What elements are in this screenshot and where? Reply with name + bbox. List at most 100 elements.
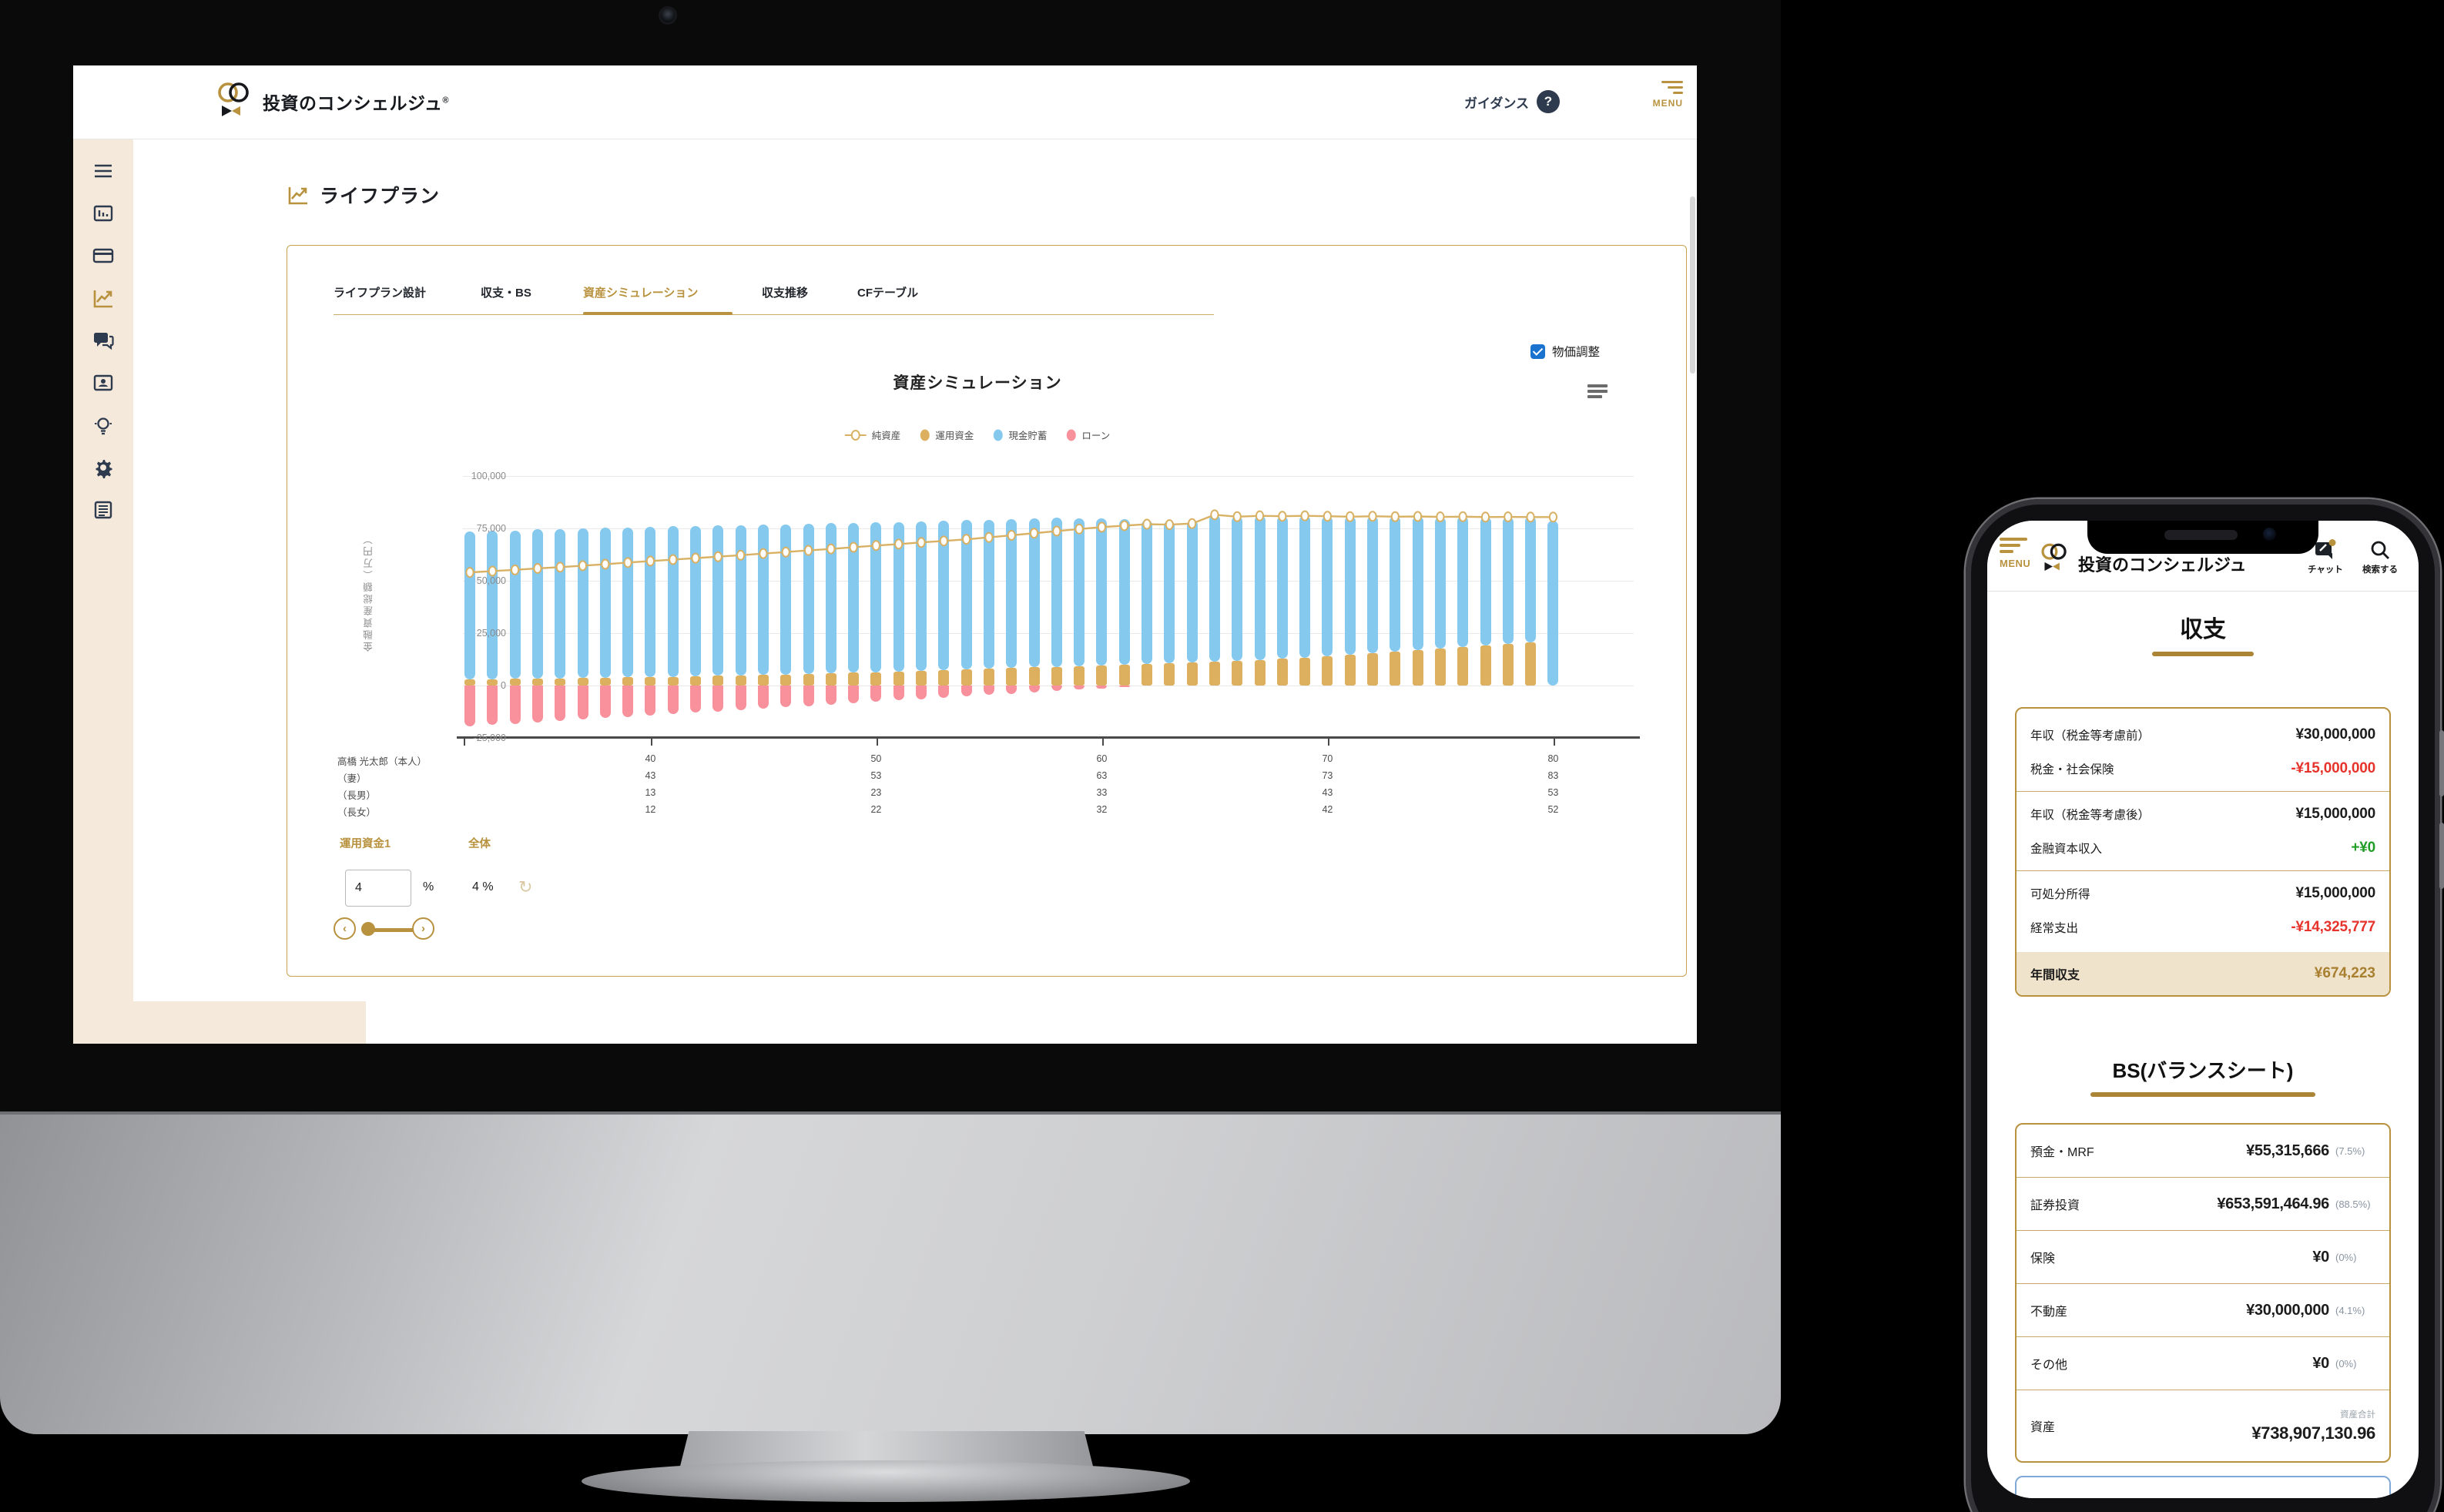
legend-item-純資産[interactable]: 純資産 — [844, 427, 900, 442]
legend-item-運用資金[interactable]: 運用資金 — [919, 427, 974, 442]
sidebar-item-chat[interactable] — [92, 329, 115, 352]
fund-bar — [690, 676, 701, 686]
fund-rate-tab[interactable]: 運用資金1 — [340, 838, 391, 850]
slider-decrease-button[interactable]: ‹ — [334, 917, 356, 940]
balance-row-label: その他 — [2030, 1359, 2068, 1372]
loan-bar — [848, 686, 860, 703]
loan-bar — [487, 686, 498, 726]
legend-item-ローン[interactable]: ローン — [1065, 427, 1110, 442]
row-divider — [2017, 1177, 2389, 1178]
y-tick-label: 25,000 — [476, 628, 506, 639]
phone-screen: MENU 投資のコンシェルジュ — [1987, 521, 2419, 1498]
fund-bar — [893, 671, 904, 686]
balance-row: 保険 ¥0 (0%) — [2017, 1231, 2389, 1283]
menu-label: MENU — [1652, 98, 1683, 109]
guidance-button[interactable]: ガイダンス ? — [1464, 90, 1560, 113]
balance-row-value: ¥0 — [2312, 1248, 2329, 1266]
sidebar-item-line-chart[interactable] — [92, 287, 115, 310]
loan-bar — [870, 686, 882, 702]
sidebar-item-hamburger[interactable] — [92, 159, 115, 183]
age-value: 52 — [1547, 804, 1559, 815]
income-row: 税金・社会保険 -¥15,000,000 — [2017, 752, 2389, 786]
help-icon[interactable]: ? — [1536, 90, 1560, 113]
fund-bar — [1525, 642, 1537, 686]
fund-bar — [1299, 657, 1311, 686]
cash-bar — [1186, 519, 1198, 663]
series-marker-icon — [1066, 429, 1076, 441]
slider-increase-button[interactable]: › — [412, 917, 434, 940]
sidebar-item-id-card[interactable] — [92, 371, 115, 394]
fund-bar — [622, 677, 634, 686]
tab-収支推移[interactable]: 収支推移 — [762, 287, 809, 300]
cash-bar — [1390, 516, 1401, 652]
tab-CFテーブル[interactable]: CFテーブル — [857, 287, 919, 300]
overall-tab[interactable]: 全体 — [468, 838, 491, 850]
cash-bar — [712, 525, 724, 676]
fund-bar — [1480, 645, 1491, 686]
balance-total-row: 資産 資産合計 ¥738,907,130.96 — [2017, 1390, 2389, 1461]
cash-bar — [1118, 519, 1130, 665]
menu-button[interactable]: MENU — [1637, 78, 1683, 109]
loan-bar — [803, 686, 814, 706]
fund-bar — [938, 670, 950, 686]
fund-bar — [1142, 663, 1152, 686]
gridline — [463, 528, 1634, 529]
loan-bar — [712, 686, 724, 712]
income-title-underline — [2152, 652, 2254, 656]
cash-bar — [1051, 518, 1062, 667]
loan-bar — [531, 686, 543, 722]
dashboard-chart-icon — [93, 205, 113, 222]
active-tab-indicator — [583, 312, 733, 315]
age-row-label: （長男） — [337, 790, 377, 801]
sidebar-item-document[interactable] — [92, 498, 115, 521]
sidebar-item-credit-card[interactable] — [92, 244, 115, 267]
phone-menu-label: MENU — [2000, 558, 2031, 569]
bs-section-title: BS(バランスシート) — [2112, 1059, 2294, 1082]
tab-収支・BS[interactable]: 収支・BS — [481, 287, 531, 300]
fund-bar — [1074, 665, 1085, 686]
rate-input[interactable] — [345, 870, 411, 907]
fund-bar — [1390, 652, 1401, 686]
balance-sheet-card: 預金・MRF ¥55,315,666 (7.5%) 証券投資 ¥653,591,464.… — [2015, 1123, 2391, 1463]
chart-context-menu-icon[interactable] — [1587, 384, 1608, 401]
tab-資産シミュレーション[interactable]: 資産シミュレーション — [583, 287, 699, 300]
phone-chat-button[interactable]: チャット — [2302, 539, 2349, 575]
cash-bar — [1322, 515, 1333, 656]
phone-side-button — [2439, 730, 2444, 796]
sidebar-item-dashboard-chart[interactable] — [92, 202, 115, 225]
undo-icon[interactable]: ↺ — [518, 877, 533, 897]
phone-search-label: 検索する — [2362, 565, 2398, 575]
phone-menu-button[interactable]: MENU — [2000, 538, 2030, 569]
price-adjust-checkbox[interactable] — [1530, 344, 1545, 359]
y-tick-label: 75,000 — [476, 523, 506, 534]
fund-bar — [848, 672, 860, 686]
sidebar-item-lightbulb[interactable] — [92, 414, 115, 437]
legend-item-現金貯蓄[interactable]: 現金貯蓄 — [992, 427, 1047, 442]
slider-handle[interactable] — [361, 922, 375, 936]
phone-search-button[interactable]: 検索する — [2351, 539, 2409, 575]
page-scrollbar[interactable] — [1690, 196, 1695, 374]
brand-title: 投資のコンシェルジュ® — [263, 93, 449, 113]
monitor-chin — [0, 1111, 1781, 1434]
balance-row-value: ¥653,591,464.96 — [2217, 1195, 2329, 1212]
age-value: 73 — [1322, 770, 1333, 781]
tabs-underline — [334, 314, 1214, 315]
age-value: 23 — [870, 787, 882, 798]
tab-ライフプラン設計[interactable]: ライフプラン設計 — [334, 287, 427, 300]
balance-row-percent: (7.5%) — [2335, 1145, 2365, 1157]
document-icon — [94, 501, 112, 519]
fund-bar — [1344, 655, 1356, 686]
fund-bar — [1502, 643, 1514, 686]
row-divider — [2017, 1283, 2389, 1284]
age-value: 22 — [870, 804, 882, 815]
phone-brand-title: 投資のコンシェルジュ — [2078, 555, 2247, 575]
cash-bar — [1367, 515, 1378, 654]
sidebar-item-gear[interactable] — [92, 456, 115, 479]
desktop-header: 投資のコンシェルジュ® ガイダンス ? MENU — [73, 65, 1697, 139]
loan-bar — [464, 686, 475, 727]
fund-bar — [1367, 653, 1378, 686]
slider-track[interactable] — [367, 928, 423, 932]
cash-bar — [893, 521, 904, 672]
y-axis-title: 金融資産総額（万円） — [364, 532, 374, 652]
